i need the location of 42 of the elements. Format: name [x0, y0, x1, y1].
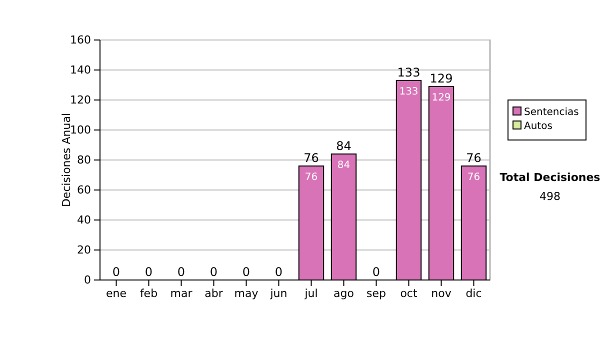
text: Total Decisiones — [500, 171, 600, 184]
total-label: 0 — [144, 265, 153, 279]
text: 498 — [540, 190, 560, 203]
x-tick-label: mar — [170, 286, 193, 300]
y-tick-label: 40 — [77, 214, 91, 227]
total-label: 0 — [274, 265, 283, 279]
total-label: 0 — [242, 265, 250, 279]
x-tick-label: ago — [334, 286, 354, 300]
y-tick-label: 80 — [77, 154, 91, 167]
y-tick-label: 60 — [77, 184, 91, 197]
y-tick-label: 120 — [70, 94, 91, 107]
total-label: 0 — [112, 265, 120, 279]
y-tick-label: 140 — [70, 64, 91, 77]
total-label: 84 — [336, 139, 352, 153]
x-tick-label: nov — [431, 286, 452, 300]
x-tick-label: may — [234, 286, 259, 300]
total-label: 0 — [372, 265, 380, 279]
x-tick-label: feb — [140, 286, 158, 300]
x-tick-label: oct — [400, 286, 418, 300]
data-label: 76 — [304, 172, 318, 183]
data-label: 129 — [432, 92, 451, 104]
y-tick-label: 160 — [70, 34, 91, 47]
total-label: 129 — [430, 72, 453, 86]
total-label: 0 — [210, 265, 218, 279]
x-tick-label: jun — [269, 286, 288, 300]
y-tick-label: 0 — [84, 274, 91, 287]
x-tick-label: dic — [466, 286, 482, 300]
legend-label: Sentencias — [524, 107, 579, 118]
data-label: 84 — [337, 160, 350, 171]
y-tick-label: 100 — [70, 124, 91, 137]
total-label: 0 — [177, 265, 186, 279]
x-tick-label: abr — [204, 286, 224, 300]
legend-label: Autos — [524, 121, 552, 132]
x-tick-label: ene — [106, 286, 127, 300]
data-label: 133 — [399, 86, 418, 98]
data-label: 76 — [467, 172, 480, 183]
y-tick-label: 20 — [77, 244, 91, 257]
total-label: 133 — [397, 66, 420, 80]
x-tick-label: jul — [304, 286, 318, 300]
x-tick-label: sep — [366, 286, 386, 300]
total-label: 76 — [466, 151, 482, 165]
total-label: 76 — [304, 151, 319, 165]
